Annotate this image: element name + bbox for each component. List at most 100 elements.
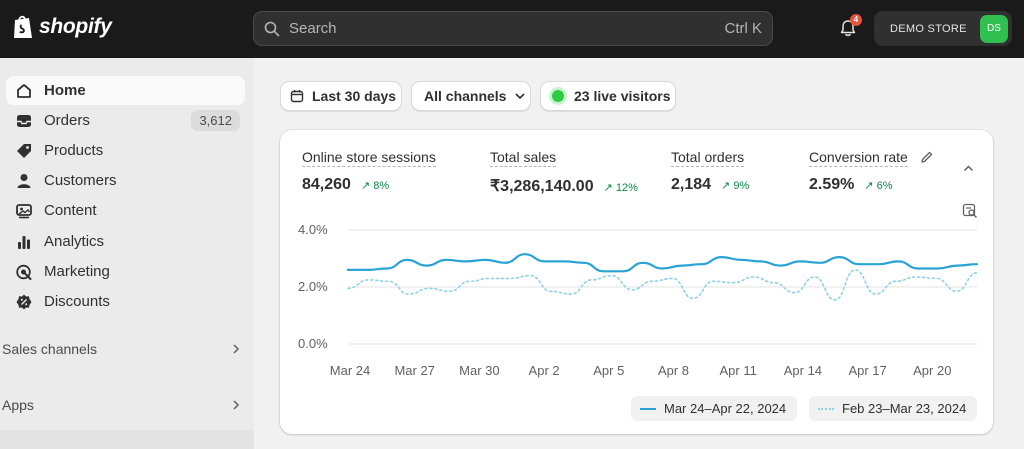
x-tick-label: Apr 17	[848, 363, 887, 378]
legend-current-period[interactable]: Mar 24–Apr 22, 2024	[631, 396, 797, 421]
sidebar-item-discounts[interactable]: Discounts	[6, 287, 245, 316]
search-bar[interactable]: Search Ctrl K	[253, 11, 773, 46]
legend-label: Feb 23–Mar 23, 2024	[842, 401, 967, 416]
sidebar-item-products[interactable]: Products	[6, 136, 245, 165]
content-icon	[16, 203, 32, 218]
sidebar-item-label: Home	[44, 82, 86, 99]
inbox-icon	[17, 114, 31, 127]
sidebar-item-label: Analytics	[44, 233, 105, 250]
person-icon	[17, 173, 31, 188]
channels-label: All channels	[424, 88, 507, 104]
sidebar-item-orders[interactable]: Orders 3,612	[6, 106, 245, 135]
x-tick-label: Apr 11	[719, 363, 757, 378]
sidebar-item-label: Products	[44, 142, 104, 159]
metric-change-value: 8%	[373, 180, 390, 192]
sidebar-item-label: Customers	[44, 172, 117, 189]
x-tick-label: Apr 20	[913, 363, 952, 378]
section-sales-channels[interactable]: Sales channels	[2, 339, 242, 359]
legend-label: Mar 24–Apr 22, 2024	[664, 401, 787, 416]
y-tick-label: 0.0%	[298, 336, 328, 351]
metric-change-value: 12%	[615, 182, 638, 194]
y-tick-label: 4.0%	[298, 222, 328, 237]
metric-value: 84,260	[302, 176, 351, 193]
sidebar-item-label: Discounts	[44, 293, 110, 310]
sidebar: Home Orders 3,612 Products Customers Con…	[0, 58, 254, 449]
bar-chart-icon	[18, 235, 30, 249]
chevron-down-icon	[515, 93, 526, 100]
legend-dotted-swatch	[818, 407, 834, 410]
date-range-button[interactable]: Last 30 days	[280, 81, 402, 111]
conversion-rate-chart	[346, 229, 979, 345]
chevron-right-icon	[233, 344, 240, 354]
metrics-card: Online store sessions 84,260 ↗ 8% Total …	[280, 130, 993, 434]
shopify-bag-icon	[14, 15, 32, 38]
metric-label: Total sales	[490, 149, 557, 167]
sidebar-item-home[interactable]: Home	[6, 76, 245, 105]
metric-label: Total orders	[671, 149, 745, 167]
live-indicator-dot	[552, 90, 564, 102]
metric-change-value: 6%	[876, 180, 893, 192]
discount-icon	[16, 294, 32, 309]
sidebar-item-customers[interactable]: Customers	[6, 166, 245, 195]
store-switcher[interactable]: DEMO STORE DS	[874, 11, 1012, 46]
calendar-icon	[290, 90, 304, 103]
metric-label: Online store sessions	[302, 149, 436, 167]
sidebar-item-label: Orders	[44, 112, 90, 129]
metric-value: ₹3,286,140.00	[490, 178, 594, 195]
live-visitors-button[interactable]: 23 live visitors	[540, 81, 676, 111]
chevron-up-icon[interactable]	[962, 162, 975, 175]
store-name: DEMO STORE	[890, 22, 967, 35]
metric-conversion-rate[interactable]: Conversion rate 2.59% ↗ 6%	[809, 149, 908, 194]
sidebar-item-content[interactable]: Content	[6, 196, 245, 225]
chevron-right-icon	[233, 400, 240, 410]
arrow-up-right-icon: ↗	[864, 180, 874, 192]
section-label: Sales channels	[2, 341, 97, 357]
arrow-up-right-icon: ↗	[721, 180, 731, 192]
metric-label: Conversion rate	[809, 149, 908, 167]
section-apps[interactable]: Apps	[2, 395, 242, 415]
sidebar-item-label: Content	[44, 202, 97, 219]
shopify-logo[interactable]: shopify	[12, 14, 112, 40]
x-tick-label: Apr 5	[593, 363, 625, 378]
search-icon	[264, 21, 280, 36]
home-icon	[17, 83, 31, 98]
x-tick-label: Mar 24	[329, 363, 371, 378]
pencil-icon[interactable]	[920, 150, 934, 164]
legend-previous-period[interactable]: Feb 23–Mar 23, 2024	[809, 396, 977, 421]
metric-change: ↗ 6%	[864, 179, 892, 192]
sidebar-item-analytics[interactable]: Analytics	[6, 227, 245, 256]
tag-icon	[17, 143, 31, 158]
metric-value: 2.59%	[809, 176, 855, 193]
series-line-previous[interactable]	[347, 269, 978, 301]
date-range-label: Last 30 days	[312, 88, 397, 104]
search-placeholder: Search	[289, 20, 337, 37]
metric-value: 2,184	[671, 176, 712, 193]
orders-count-badge: 3,612	[191, 110, 240, 131]
metric-change-value: 9%	[733, 180, 750, 192]
x-tick-label: Apr 8	[657, 363, 690, 378]
top-bar: shopify Search Ctrl K 4 DEMO STORE DS	[0, 0, 1024, 58]
x-tick-label: Mar 30	[459, 363, 500, 378]
x-tick-label: Apr 14	[783, 363, 823, 378]
metric-sessions[interactable]: Online store sessions 84,260 ↗ 8%	[302, 149, 436, 194]
chart-inspect-icon[interactable]	[962, 203, 978, 219]
channels-dropdown[interactable]: All channels	[411, 81, 531, 111]
metric-total-sales[interactable]: Total sales ₹3,286,140.00 ↗ 12%	[490, 149, 638, 196]
metric-change: ↗ 8%	[361, 179, 389, 192]
metric-total-orders[interactable]: Total orders 2,184 ↗ 9%	[671, 149, 749, 194]
sidebar-item-marketing[interactable]: Marketing	[6, 257, 245, 286]
search-shortcut: Ctrl K	[724, 20, 763, 37]
x-tick-label: Apr 2	[528, 363, 560, 378]
target-icon	[16, 264, 32, 280]
metric-change: ↗ 12%	[604, 181, 638, 194]
legend-solid-swatch	[640, 407, 656, 410]
y-tick-label: 2.0%	[298, 279, 328, 294]
x-tick-label: Mar 27	[394, 363, 435, 378]
brand-name: shopify	[39, 15, 112, 38]
series-line-current[interactable]	[346, 253, 979, 273]
arrow-up-right-icon: ↗	[603, 182, 613, 194]
sidebar-footer	[0, 430, 254, 449]
section-label: Apps	[2, 397, 34, 413]
notification-count-badge: 4	[850, 14, 862, 26]
store-avatar: DS	[980, 14, 1008, 43]
